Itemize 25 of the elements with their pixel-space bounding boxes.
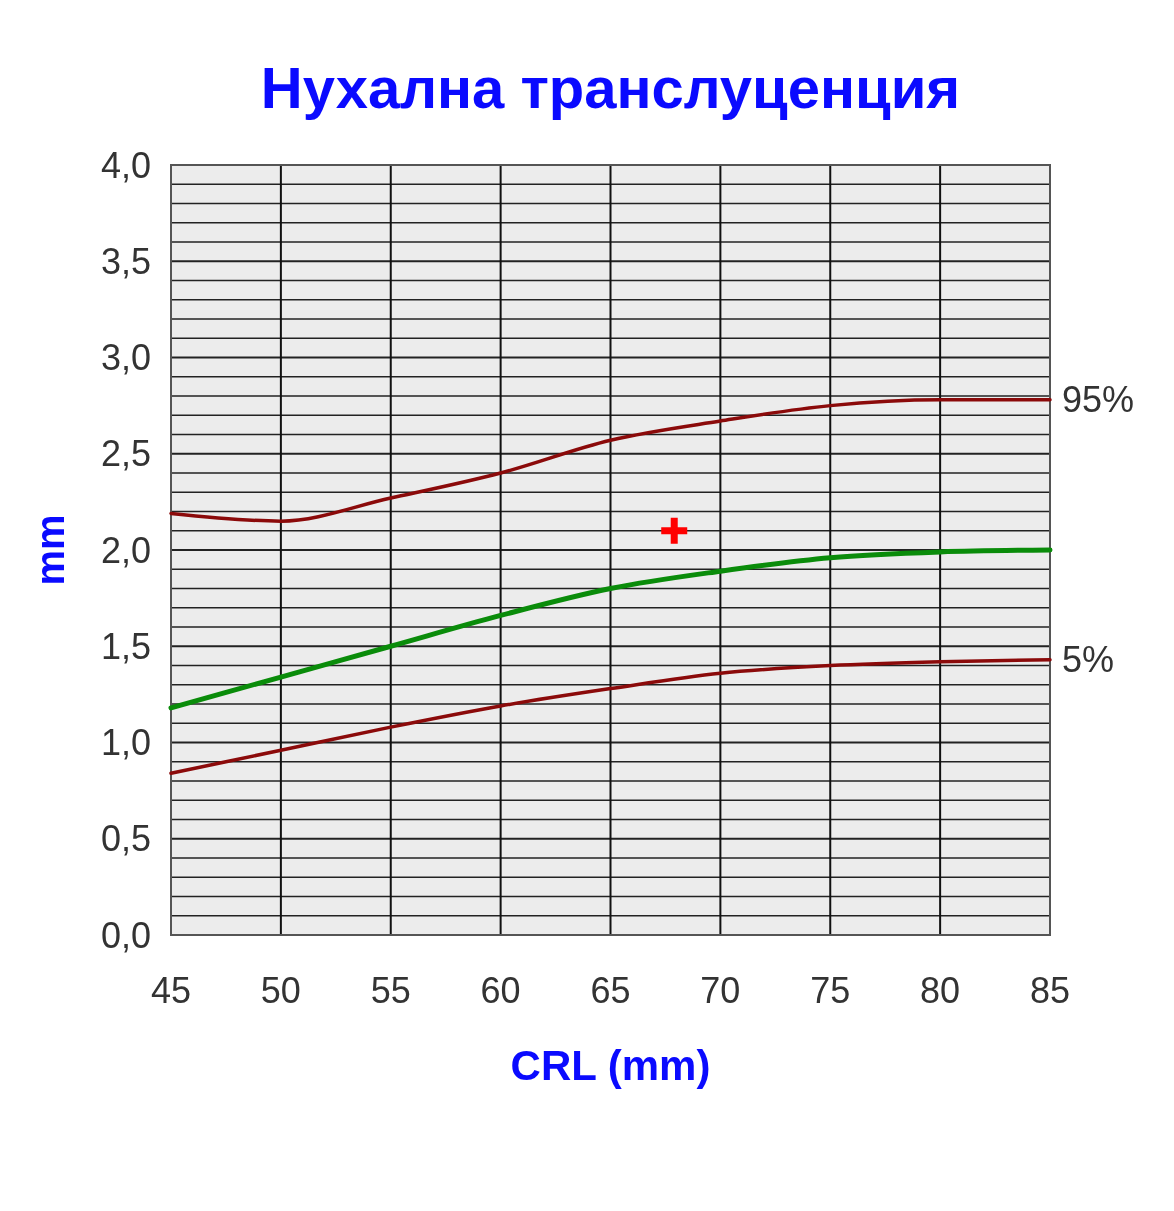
series-label: 5% — [1062, 638, 1115, 680]
y-tick-label: 1,0 — [100, 722, 151, 764]
y-tick-label: 1,5 — [100, 625, 151, 667]
y-tick-label: 2,0 — [100, 529, 151, 571]
line-series — [169, 657, 1052, 776]
x-tick-label: 55 — [370, 970, 411, 1011]
y-tick-label: 0,0 — [100, 914, 151, 956]
y-tick-label: 4,0 — [100, 144, 151, 186]
x-tick-label: 75 — [810, 970, 851, 1011]
y-tick-label: 3,5 — [100, 240, 151, 282]
x-tick-label: 45 — [150, 970, 192, 1011]
y-axis-title: mm — [28, 514, 72, 586]
x-tick-label: 60 — [480, 970, 521, 1011]
chart-title: Нухална транслуценция — [260, 55, 961, 120]
x-axis-title: CRL (mm) — [510, 1042, 711, 1089]
x-tick-label: 80 — [920, 970, 961, 1011]
line-series — [169, 398, 1052, 523]
y-tick-label: 2,5 — [100, 433, 151, 475]
y-tick-label: 0,5 — [100, 818, 151, 860]
x-tick-label: 70 — [700, 970, 741, 1011]
x-tick-label: 85 — [1029, 970, 1071, 1011]
x-tick-label: 65 — [590, 970, 631, 1011]
series-label: 95% — [1062, 378, 1135, 420]
x-tick-label: 50 — [260, 970, 301, 1011]
y-tick-label: 3,0 — [100, 337, 151, 379]
